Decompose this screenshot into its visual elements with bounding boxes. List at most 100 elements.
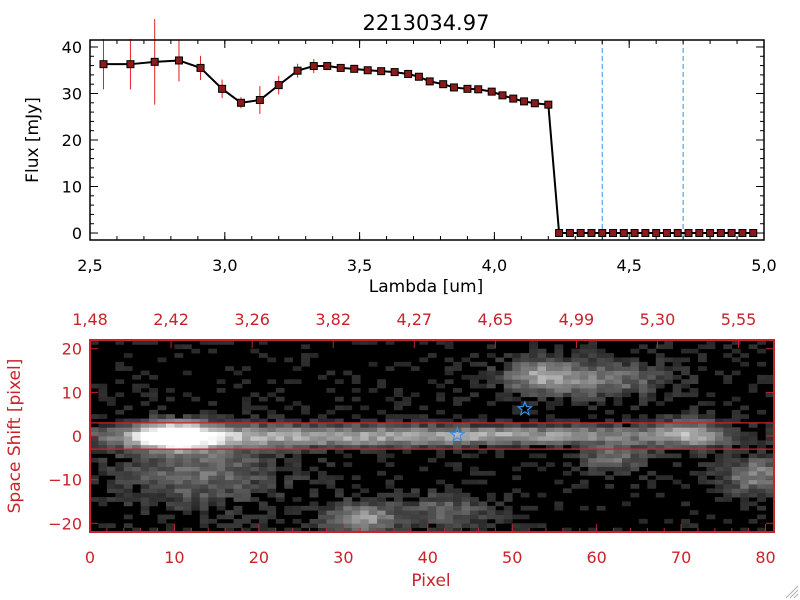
image-pixel — [284, 440, 294, 446]
image-pixel — [748, 388, 758, 393]
image-pixel — [115, 466, 125, 472]
image-pixel — [647, 431, 657, 437]
image-pixel — [427, 510, 437, 515]
image-pixel — [757, 374, 766, 380]
image-pixel — [360, 505, 370, 511]
image-pixel — [394, 514, 403, 520]
image-pixel — [157, 462, 167, 467]
image-pixel — [520, 444, 530, 450]
image-pixel — [486, 436, 496, 441]
image-pixel — [638, 453, 648, 459]
pixel-tick-label: 70 — [671, 548, 691, 567]
data-point — [738, 229, 747, 238]
image-pixel — [149, 484, 158, 489]
image-pixel — [520, 388, 530, 393]
image-pixel — [613, 357, 623, 363]
data-point — [425, 77, 434, 86]
image-pixel — [512, 366, 522, 371]
image-pixel — [453, 431, 462, 437]
image-pixel — [199, 484, 209, 489]
image-pixel — [436, 501, 446, 507]
image-pixel — [613, 374, 623, 380]
image-pixel — [250, 444, 260, 450]
image-pixel — [681, 484, 690, 489]
image-pixel — [605, 457, 614, 463]
image-pixel — [191, 449, 201, 454]
image-pixel — [630, 361, 640, 367]
image-pixel — [301, 449, 310, 454]
image-pixel — [681, 523, 690, 529]
image-pixel — [292, 518, 302, 524]
image-pixel — [562, 488, 572, 494]
image-pixel — [529, 462, 538, 467]
image-pixel — [140, 510, 150, 515]
data-point — [449, 83, 458, 92]
image-pixel — [267, 462, 277, 467]
image-pixel — [385, 453, 395, 459]
image-pixel — [385, 505, 395, 511]
image-pixel — [402, 401, 412, 406]
image-pixel — [377, 383, 386, 389]
image-pixel — [166, 453, 175, 459]
image-pixel — [174, 422, 184, 428]
data-point — [150, 57, 159, 66]
image-pixel — [149, 466, 158, 472]
flux-series — [99, 19, 758, 238]
image-pixel — [706, 440, 716, 446]
image-pixel — [630, 449, 640, 454]
image-pixel — [740, 479, 750, 485]
image-pixel — [182, 505, 192, 511]
image-pixel — [360, 405, 370, 411]
image-pixel — [98, 427, 108, 433]
image-pixel — [546, 361, 555, 367]
image-pixel — [622, 418, 631, 424]
image-pixel — [410, 492, 420, 498]
image-pixel — [284, 479, 294, 485]
image-pixel — [436, 396, 446, 402]
image-pixel — [638, 422, 648, 428]
image-pixel — [647, 444, 657, 450]
image-pixel — [596, 466, 606, 472]
image-pixel — [115, 436, 125, 441]
image-pixel — [655, 379, 665, 385]
image-pixel — [149, 453, 158, 459]
image-pixel — [503, 518, 513, 524]
image-pixel — [166, 462, 175, 467]
image-pixel — [216, 501, 226, 507]
image-pixel — [216, 431, 226, 437]
image-pixel — [292, 457, 302, 463]
image-pixel — [157, 475, 167, 481]
image-pixel — [723, 431, 733, 437]
y-tick-label: 20 — [62, 131, 82, 150]
image-pixel — [318, 523, 327, 529]
image-pixel — [664, 357, 674, 363]
image-pixel — [385, 422, 395, 428]
image-pixel — [394, 497, 403, 502]
image-pixel — [554, 392, 564, 398]
image-pixel — [394, 427, 403, 433]
image-pixel — [427, 488, 437, 494]
image-pixel — [115, 497, 125, 502]
image-pixel — [706, 449, 716, 454]
image-pixel — [512, 427, 522, 433]
image-pixel — [157, 453, 167, 459]
spectrum-plot-frame — [89, 39, 765, 241]
image-pixel — [182, 501, 192, 507]
resize-grip-icon[interactable] — [785, 585, 799, 599]
image-pixel — [334, 436, 344, 441]
image-pixel — [225, 422, 234, 428]
image-pixel — [132, 457, 142, 463]
image-pixel — [258, 405, 268, 411]
image-pixel — [394, 388, 403, 393]
image-pixel — [419, 422, 429, 428]
image-pixel — [182, 344, 192, 350]
image-pixel — [123, 514, 133, 520]
data-point — [598, 229, 607, 238]
x-tick-label: 2,5 — [77, 256, 102, 275]
wavelength-tick-label: 3,82 — [315, 310, 351, 329]
image-pixel — [596, 388, 606, 393]
image-pixel — [258, 436, 268, 441]
image-pixel — [723, 422, 733, 428]
image-pixel — [309, 479, 319, 485]
